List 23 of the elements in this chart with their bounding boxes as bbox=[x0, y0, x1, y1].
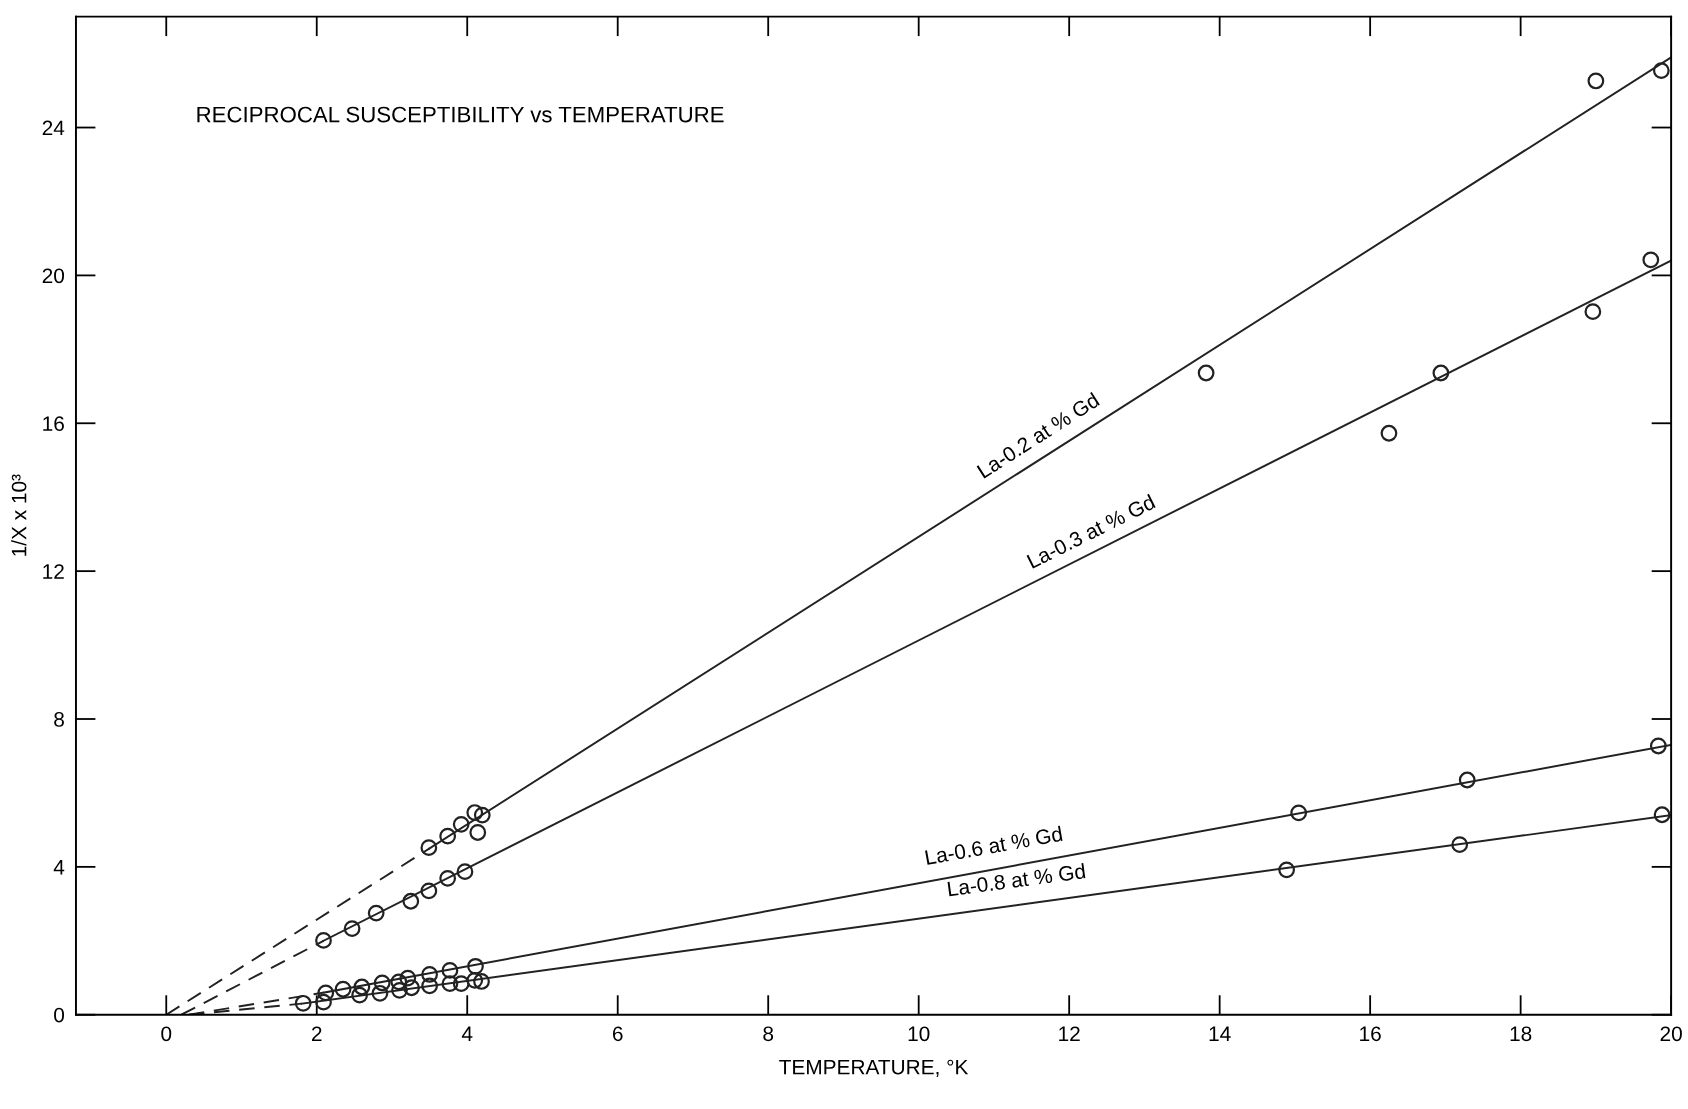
x-tick-label: 16 bbox=[1360, 1026, 1381, 1042]
x-tick-label: 6 bbox=[612, 1026, 623, 1042]
text: RECIPROCAL SUSCEPTIBILITY vs TEMPERATURE bbox=[197, 106, 724, 123]
x-tick-label: 4 bbox=[461, 1026, 473, 1041]
x-tick-label: 12 bbox=[1059, 1026, 1080, 1041]
y-axis-title: 1/X x 10³ bbox=[11, 474, 27, 556]
x-tick-label: 8 bbox=[763, 1026, 774, 1042]
y-tick-label: 0 bbox=[54, 1007, 65, 1023]
y-tick-label: 24 bbox=[42, 120, 65, 136]
x-tick-label: 18 bbox=[1510, 1026, 1532, 1042]
annotation: La-0.6 at % Gd bbox=[924, 825, 1063, 865]
y-tick-label: 8 bbox=[54, 712, 64, 727]
y-tick-label: 4 bbox=[53, 860, 65, 875]
x-axis-title: TEMPERATURE, °K bbox=[779, 1059, 969, 1077]
y-tick-label: 20 bbox=[42, 268, 65, 284]
x-tick-label: 20 bbox=[1660, 1026, 1682, 1042]
x-tick-label: 2 bbox=[311, 1026, 322, 1041]
x-tick-label: 0 bbox=[161, 1026, 172, 1042]
x-tick-label: 10 bbox=[908, 1026, 930, 1042]
y-tick-label: 16 bbox=[43, 416, 64, 432]
y-tick-label: 12 bbox=[43, 564, 64, 579]
x-tick-label: 14 bbox=[1209, 1026, 1231, 1041]
annotation: La-0.8 at % Gd bbox=[947, 863, 1086, 897]
